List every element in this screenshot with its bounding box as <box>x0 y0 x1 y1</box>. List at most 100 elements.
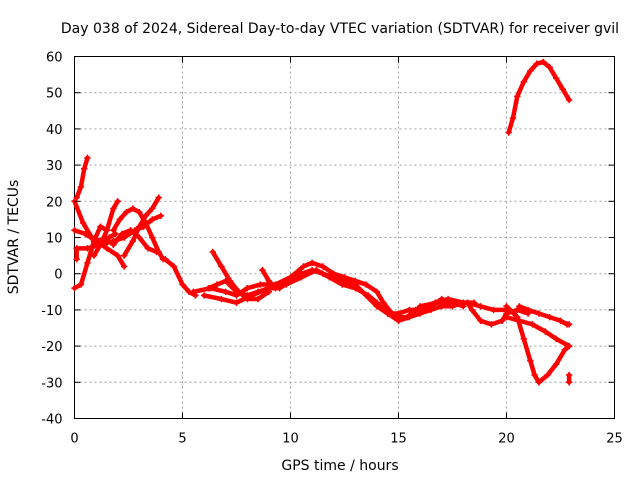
data-point <box>552 335 560 343</box>
data-point <box>464 299 471 306</box>
data-point <box>244 284 251 292</box>
y-tick-label: -30 <box>41 376 62 391</box>
data-point <box>97 223 104 230</box>
data-point <box>373 288 381 295</box>
y-tick-label: -40 <box>41 413 62 428</box>
data-point <box>110 227 117 234</box>
data-point <box>365 292 372 299</box>
data-point <box>82 230 89 238</box>
y-tick-label: 60 <box>46 51 63 66</box>
data-point <box>155 194 162 201</box>
data-point <box>427 306 435 314</box>
data-point <box>395 317 402 324</box>
data-point <box>248 292 255 299</box>
data-series <box>71 58 573 386</box>
data-point <box>520 335 527 343</box>
series-arc-15 <box>259 266 279 292</box>
data-point <box>339 281 346 288</box>
data-point <box>468 306 476 314</box>
data-point <box>434 299 441 306</box>
data-point <box>265 284 273 292</box>
data-point <box>226 277 234 285</box>
series-arc-9 <box>110 227 160 256</box>
data-point <box>352 284 359 292</box>
data-point <box>535 379 543 386</box>
data-point <box>112 230 119 238</box>
data-point <box>110 205 117 212</box>
data-point <box>105 234 113 241</box>
data-point <box>200 292 208 299</box>
data-point <box>120 252 128 259</box>
data-point <box>524 306 532 314</box>
data-point <box>90 252 98 259</box>
data-point <box>71 284 78 292</box>
data-point <box>73 245 80 252</box>
series-arc-20 <box>516 303 573 328</box>
data-point <box>362 281 370 288</box>
data-point <box>298 274 305 281</box>
data-point <box>257 281 264 288</box>
data-point <box>142 212 149 219</box>
data-point <box>71 227 78 234</box>
data-point <box>514 93 521 100</box>
y-tick-label: 0 <box>54 268 62 283</box>
x-tick-label: 15 <box>390 432 407 447</box>
series-arc-13 <box>209 248 273 303</box>
data-point <box>531 371 538 379</box>
data-point <box>114 198 121 205</box>
data-point <box>144 245 152 252</box>
y-tick-label: 50 <box>46 87 63 102</box>
data-point <box>505 129 512 136</box>
x-tick-label: 20 <box>498 432 515 447</box>
data-point <box>308 259 316 267</box>
data-point <box>552 361 560 368</box>
data-point <box>380 299 387 306</box>
data-point <box>218 263 225 270</box>
data-point <box>552 75 560 82</box>
data-point <box>218 295 225 303</box>
data-point <box>490 306 497 314</box>
data-point <box>84 154 91 162</box>
data-point <box>84 245 91 252</box>
data-point <box>103 227 111 234</box>
y-axis-label: SDTVAR / TECUs <box>6 180 22 295</box>
data-point <box>282 281 290 288</box>
data-point <box>153 248 160 256</box>
x-tick-label: 10 <box>282 432 299 447</box>
series-arc-2 <box>73 154 91 201</box>
y-tick-label: 20 <box>46 195 63 210</box>
series-arc-22 <box>565 371 573 386</box>
data-point <box>84 259 91 267</box>
data-point <box>319 263 327 270</box>
data-point <box>540 58 547 66</box>
data-point <box>326 274 333 281</box>
data-point <box>565 379 573 386</box>
y-tick-label: 40 <box>46 123 63 138</box>
data-point <box>561 346 569 353</box>
data-point <box>520 78 527 86</box>
data-point <box>77 183 85 191</box>
data-point <box>516 303 523 310</box>
x-tick-label: 25 <box>606 432 623 447</box>
data-point <box>406 306 413 314</box>
data-point <box>136 208 143 216</box>
series-line <box>162 256 198 298</box>
grid <box>74 56 615 419</box>
data-point <box>149 234 156 241</box>
data-point <box>254 295 262 303</box>
data-point <box>129 237 137 245</box>
data-point <box>565 321 573 328</box>
data-point <box>235 288 242 295</box>
data-point <box>384 310 391 317</box>
data-point <box>116 216 124 223</box>
series-arc-18 <box>503 303 543 386</box>
data-point <box>565 96 573 104</box>
data-point <box>503 303 510 310</box>
data-point <box>120 263 128 270</box>
data-point <box>73 194 80 201</box>
data-point <box>114 252 121 259</box>
data-point <box>509 114 517 122</box>
data-point <box>136 223 143 230</box>
data-point <box>190 288 197 295</box>
data-point <box>313 266 320 274</box>
